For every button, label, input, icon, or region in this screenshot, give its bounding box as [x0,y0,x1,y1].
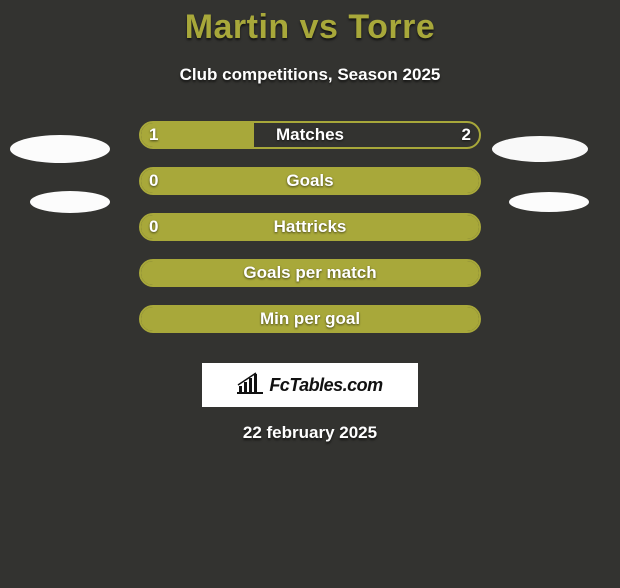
stat-value-right: 2 [462,123,471,147]
page-title: Martin vs Torre [0,8,620,47]
stat-row: Goals per match [0,259,620,305]
subtitle: Club competitions, Season 2025 [0,65,620,85]
stat-value-left: 0 [149,215,158,239]
logo-text: FcTables.com [269,375,382,396]
stat-label: Matches [141,123,479,147]
stat-row: Matches1 2 [0,121,620,167]
stat-row: Goals0 [0,167,620,213]
stat-row: Min per goal [0,305,620,351]
stat-bar: Hattricks0 [139,213,481,241]
stat-label: Min per goal [141,307,479,331]
stat-value-left: 0 [149,169,158,193]
comparison-widget: Martin vs Torre Club competitions, Seaso… [0,8,620,443]
stat-value-left: 1 [149,123,158,147]
stat-label: Hattricks [141,215,479,239]
stat-label: Goals per match [141,261,479,285]
stat-row: Hattricks0 [0,213,620,259]
stats-block: Matches12Goals0Hattricks0Goals per match… [0,121,620,351]
stat-bar: Min per goal [139,305,481,333]
logo-box[interactable]: FcTables.com [202,363,418,407]
stat-bar: Goals per match [139,259,481,287]
logo-chart-icon [237,372,263,399]
stat-bar: Goals0 [139,167,481,195]
stat-label: Goals [141,169,479,193]
date-text: 22 february 2025 [0,423,620,443]
stat-bar: Matches1 2 [139,121,481,149]
